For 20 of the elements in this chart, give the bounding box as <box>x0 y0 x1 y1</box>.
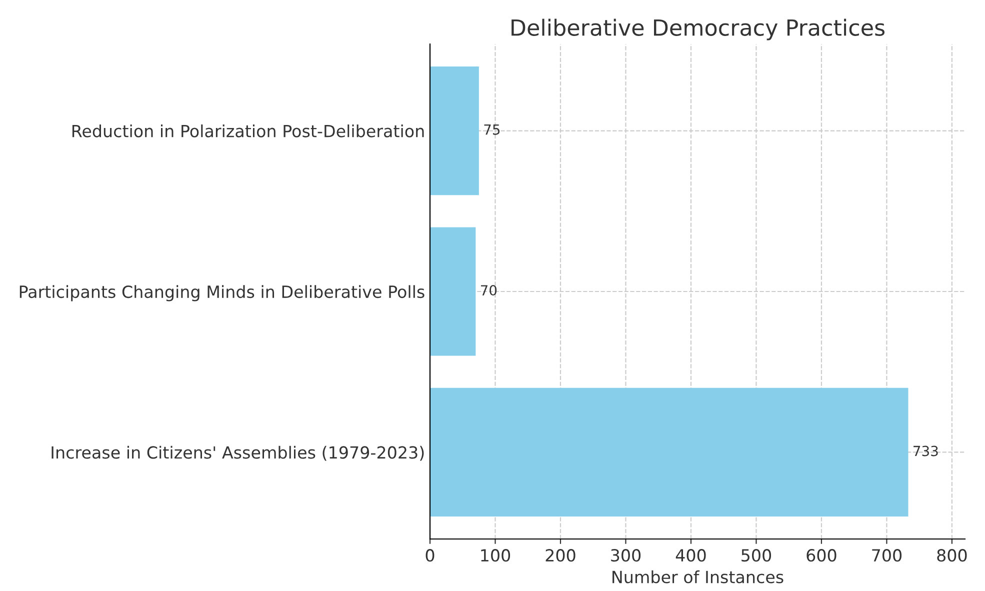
x-tick-label: 300 <box>611 549 641 562</box>
data-label: 75 <box>484 124 500 135</box>
y-tick-label: Participants Changing Minds in Deliberative Polls <box>20 285 424 302</box>
y-tick-label: Increase in Citizens' Assemblies (1979-2023) <box>52 446 424 461</box>
bar <box>430 388 908 516</box>
data-label: 70 <box>480 285 497 296</box>
data-label: 733 <box>914 446 938 456</box>
bar <box>430 227 476 356</box>
x-tick-label: 100 <box>481 549 510 562</box>
bar <box>430 66 479 196</box>
x-axis-title: Number of Instances <box>612 570 784 584</box>
x-tick-label: 700 <box>872 549 902 562</box>
x-tick-label: 500 <box>742 549 772 562</box>
x-tick-label: 600 <box>806 549 836 562</box>
x-tick-label: 800 <box>937 549 967 562</box>
x-tick-label: 400 <box>676 549 706 562</box>
x-tick-label: 0 <box>426 549 434 562</box>
chart-title: Deliberative Democracy Practices <box>512 18 885 40</box>
y-tick-label: Reduction in Polarization Post-Deliberation <box>72 124 424 138</box>
x-tick-label: 200 <box>546 549 576 562</box>
